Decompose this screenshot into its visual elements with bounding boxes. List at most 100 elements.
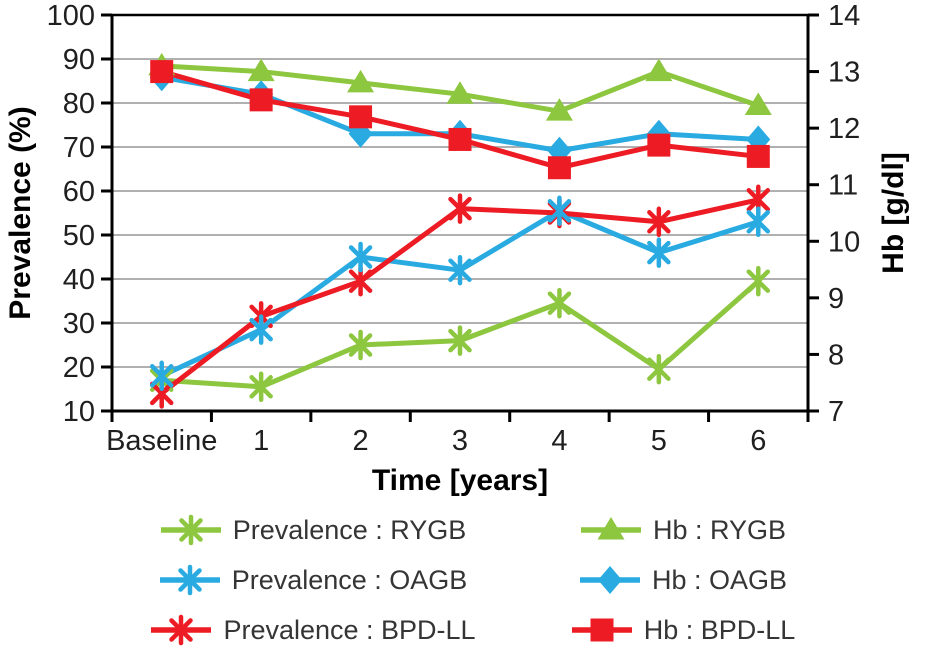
legend-item: Prevalence : RYGB — [93, 505, 533, 555]
y-axis-right-tick-label: 12 — [828, 113, 860, 145]
legend: Prevalence : RYGB Prevalence : OAGB Prev… — [83, 505, 843, 655]
y-axis-left-tick-label: 90 — [63, 44, 95, 76]
asterisk-arm — [746, 210, 771, 234]
legend-item: Hb : RYGB — [533, 505, 833, 555]
triangle-marker-icon — [580, 517, 641, 540]
diamond-marker-icon — [579, 566, 640, 594]
legend-label: Prevalence : RYGB — [232, 514, 467, 545]
triangle-marker — [645, 58, 673, 82]
asterisk-marker — [746, 206, 771, 238]
asterisk-marker — [169, 614, 194, 646]
asterisk-arm — [746, 188, 771, 212]
asterisk-marker — [448, 193, 472, 224]
legend-label: Hb : RYGB — [652, 514, 787, 545]
asterisk-arm — [149, 364, 174, 388]
square-marker — [150, 60, 174, 84]
y-axis-left-tick-label: 60 — [63, 176, 95, 208]
legend-item: Hb : BPD-LL — [533, 605, 833, 655]
legend-column-prevalence: Prevalence : RYGB Prevalence : OAGB Prev… — [93, 505, 533, 655]
legend-label: Prevalence : OAGB — [231, 564, 468, 595]
y-axis-left-tick-label: 20 — [63, 352, 95, 384]
triangle-marker — [446, 81, 474, 104]
y-axis-right-tick-label: 9 — [828, 283, 844, 315]
y-axis-right-tick-label: 7 — [828, 396, 844, 428]
asterisk-marker — [348, 265, 373, 297]
asterisk-marker-icon — [159, 564, 220, 596]
triangle-marker — [247, 58, 275, 82]
asterisk-marker — [249, 371, 273, 403]
asterisk-arm — [348, 269, 373, 293]
asterisk-arm — [746, 269, 771, 293]
asterisk-marker — [348, 241, 373, 273]
asterisk-arm — [547, 291, 572, 315]
square-marker-icon — [571, 618, 632, 642]
square-marker — [647, 133, 671, 157]
asterisk-marker — [647, 206, 671, 238]
x-axis-tick-label: 1 — [253, 425, 269, 457]
legend-item: Prevalence : OAGB — [93, 555, 533, 605]
asterisk-marker — [249, 314, 273, 345]
y-axis-right-tick-label: 8 — [828, 339, 844, 371]
asterisk-arm — [348, 333, 373, 357]
legend-label: Prevalence : BPD-LL — [223, 614, 476, 645]
square-marker — [448, 127, 472, 151]
asterisk-arm — [448, 328, 472, 353]
asterisk-marker-icon — [151, 614, 212, 646]
asterisk-arm — [348, 245, 373, 269]
triangle-marker — [744, 92, 772, 116]
y-axis-right-tick-label: 13 — [828, 57, 860, 89]
y-axis-left-tick-label: 10 — [63, 396, 95, 428]
asterisk-arm — [647, 210, 671, 234]
asterisk-marker — [177, 564, 202, 596]
legend-item: Prevalence : BPD-LL — [93, 605, 533, 655]
asterisk-arm — [178, 518, 203, 542]
asterisk-marker-icon — [160, 514, 221, 546]
y-axis-left-tick-label: 30 — [63, 308, 95, 340]
legend-column-hb: Hb : RYGB Hb : OAGB Hb : BPD-LL — [533, 505, 833, 655]
y-axis-right-tick-label: 10 — [828, 226, 860, 258]
right-axis-title: Hb [g/dl] — [877, 152, 910, 274]
asterisk-marker — [647, 353, 671, 385]
asterisk-arm — [448, 196, 472, 221]
asterisk-arm — [149, 381, 174, 406]
dual-axis-line-chart: 1020304050607080901007891011121314Baseli… — [4, 0, 910, 497]
legend-label: Hb : OAGB — [651, 564, 788, 595]
asterisk-marker — [647, 237, 671, 268]
asterisk-arm — [547, 199, 572, 223]
asterisk-arm — [249, 375, 273, 399]
square-marker — [547, 156, 571, 180]
square-marker — [249, 88, 273, 112]
square-marker — [746, 144, 770, 168]
y-axis-right-tick-label: 14 — [828, 0, 860, 32]
triangle-marker — [347, 69, 375, 93]
x-axis-tick-label: Baseline — [106, 425, 217, 457]
asterisk-arm — [647, 240, 671, 265]
asterisk-marker — [448, 325, 472, 356]
asterisk-marker — [448, 254, 472, 286]
x-axis-tick-label: 3 — [452, 425, 468, 457]
triangle-marker — [545, 98, 573, 121]
asterisk-marker — [746, 265, 771, 297]
legend-item: Hb : OAGB — [533, 555, 833, 605]
asterisk-marker — [547, 195, 572, 227]
legend-label: Hb : BPD-LL — [643, 614, 796, 645]
y-axis-left-tick-label: 80 — [63, 88, 95, 120]
asterisk-arm — [647, 357, 671, 381]
square-marker — [349, 105, 373, 129]
diamond-marker — [597, 566, 622, 594]
x-axis-tick-label: 5 — [651, 425, 667, 457]
asterisk-marker — [149, 360, 174, 392]
chart-area: 10 20 30 40 50 60 70 80 90 100 7 8 9 10 11 12 13 14 Baseli… — [4, 0, 910, 497]
x-axis-tick-label: 4 — [551, 425, 567, 457]
triangle-marker — [597, 517, 625, 540]
asterisk-marker — [547, 287, 572, 319]
y-axis-left-tick-label: 40 — [63, 264, 95, 296]
y-axis-left-tick-label: 50 — [63, 220, 95, 252]
y-axis-right-tick-label: 11 — [828, 170, 858, 202]
asterisk-marker — [348, 329, 373, 361]
asterisk-arm — [448, 258, 472, 282]
asterisk-arm — [169, 618, 194, 642]
left-axis-title: Prevalence (%) — [4, 106, 37, 319]
x-axis-tick-label: 2 — [353, 425, 369, 457]
y-axis-left-tick-label: 100 — [47, 0, 95, 32]
